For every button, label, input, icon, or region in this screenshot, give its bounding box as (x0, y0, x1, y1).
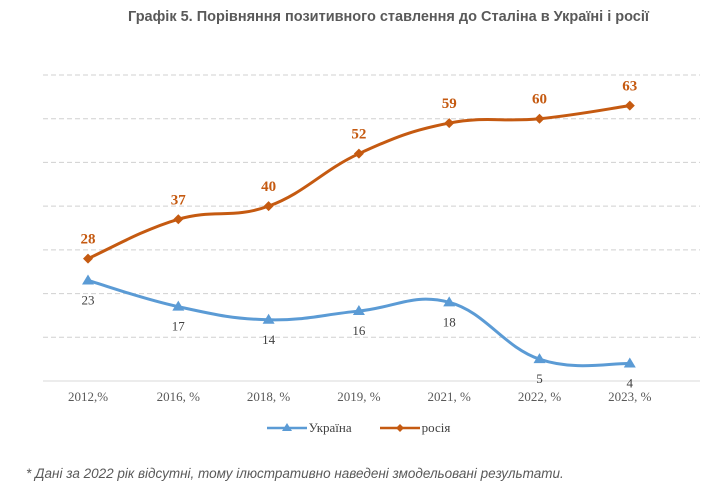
diamond-marker (353, 148, 364, 159)
triangle-marker (262, 313, 275, 324)
triangle-marker (443, 296, 456, 307)
data-label-ukraine: 14 (262, 332, 276, 347)
data-label-ukraine: 16 (352, 323, 366, 338)
diamond-marker (83, 253, 93, 264)
triangle-marker (172, 300, 185, 311)
legend-label-ukraine: Україна (308, 420, 352, 435)
diamond-line-icon (379, 424, 420, 432)
data-label-russia: 63 (622, 79, 637, 95)
x-tick-label: 2021, % (428, 389, 472, 404)
triangle-marker (352, 305, 365, 316)
data-label-russia: 59 (442, 96, 457, 112)
legend: Україна росія (0, 420, 717, 436)
data-label-ukraine: 5 (536, 371, 543, 386)
legend-label-russia: росія (421, 420, 451, 435)
data-label-russia: 52 (351, 127, 366, 143)
x-tick-label: 2016, % (157, 389, 201, 404)
gridlines (43, 74, 700, 382)
footnote: * Дані за 2022 рік відсутні, тому ілюстр… (26, 466, 564, 481)
x-tick-label: 2018, % (247, 389, 291, 404)
triangle-marker (82, 274, 94, 285)
series-markers (82, 100, 636, 368)
x-tick-label: 2019, % (337, 389, 381, 404)
diamond-marker (624, 100, 635, 111)
x-tick-label: 2023, % (608, 389, 652, 404)
diamond-marker (263, 201, 274, 212)
data-labels: 23 17 14 16 18 5 4 28 37 40 52 59 60 63 (81, 79, 638, 391)
data-label-russia: 40 (261, 179, 276, 195)
data-label-russia: 37 (171, 192, 187, 208)
x-tick-label: 2022, % (518, 389, 562, 404)
triangle-marker (533, 353, 546, 364)
data-label-russia: 28 (81, 232, 96, 248)
data-label-ukraine: 4 (627, 376, 634, 391)
triangle-line-icon (266, 423, 307, 431)
triangle-marker (623, 357, 636, 368)
data-label-ukraine: 23 (82, 292, 95, 307)
x-axis-labels: 2012,% 2016, % 2018, % 2019, % 2021, % 2022, … (68, 389, 652, 404)
diamond-marker (444, 118, 455, 129)
legend-item-russia: росія (379, 420, 451, 436)
legend-item-ukraine: Україна (266, 420, 352, 436)
data-label-russia: 60 (532, 92, 547, 108)
chart-title: Графік 5. Порівняння позитивного ставлен… (128, 9, 649, 25)
data-label-ukraine: 17 (172, 319, 186, 334)
diamond-marker (173, 214, 184, 225)
data-label-ukraine: 18 (443, 314, 456, 329)
x-tick-label: 2012,% (68, 389, 108, 404)
diamond-marker (534, 113, 545, 124)
